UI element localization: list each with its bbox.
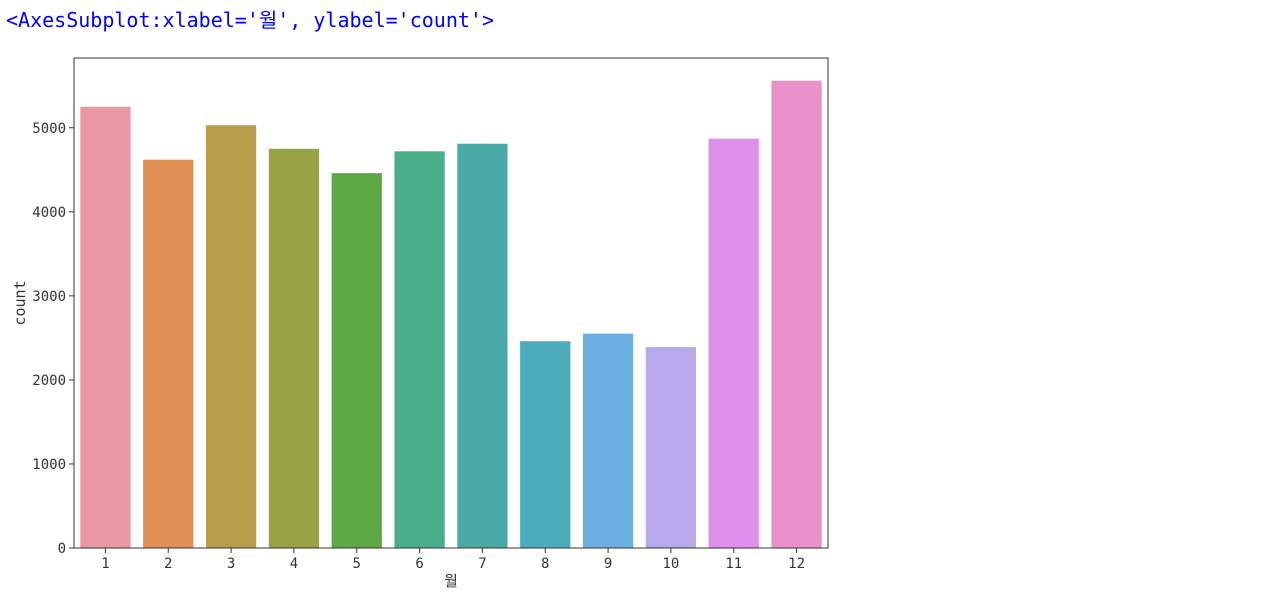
bar-1 (80, 106, 131, 548)
bars-group (80, 80, 822, 549)
y-ticks: 0 1000 2000 3000 4000 5000 (32, 121, 74, 557)
bar-4 (268, 148, 320, 549)
x-tick-label: 12 (788, 556, 805, 572)
x-tick-label: 5 (353, 556, 361, 572)
bar-5 (331, 173, 382, 548)
y-tick-label: 1000 (32, 457, 66, 473)
bar-10 (645, 347, 697, 548)
x-tick-label: 9 (604, 556, 612, 572)
bar-7 (457, 143, 508, 548)
x-tick-label: 4 (290, 556, 298, 572)
bar-6 (394, 151, 445, 548)
bar-3 (205, 125, 257, 549)
x-tick-label: 7 (478, 556, 486, 572)
bar-12 (771, 80, 822, 549)
x-tick-label: 3 (227, 556, 235, 572)
y-tick-label: 5000 (32, 121, 66, 137)
y-axis-label: count (11, 280, 29, 325)
x-axis-label: 월 (444, 572, 458, 590)
x-tick-label: 11 (725, 556, 742, 572)
x-tick-label: 1 (101, 556, 109, 572)
x-tick-label: 8 (541, 556, 549, 572)
y-tick-label: 4000 (32, 205, 66, 221)
bar-2 (143, 159, 194, 548)
bar-9 (582, 333, 634, 548)
x-ticks: 1 2 3 4 5 6 7 8 9 10 11 12 (101, 548, 805, 572)
y-tick-label: 2000 (32, 373, 66, 389)
bar-11 (708, 138, 759, 549)
x-tick-label: 2 (164, 556, 172, 572)
x-tick-label: 10 (662, 556, 679, 572)
bar-8 (520, 341, 571, 548)
cell-output-text: <AxesSubplot:xlabel='월', ylabel='count'> (6, 8, 494, 32)
y-tick-label: 3000 (32, 289, 66, 305)
axes-frame (73, 57, 829, 549)
y-tick-label: 0 (58, 541, 66, 557)
x-tick-label: 6 (415, 556, 423, 572)
